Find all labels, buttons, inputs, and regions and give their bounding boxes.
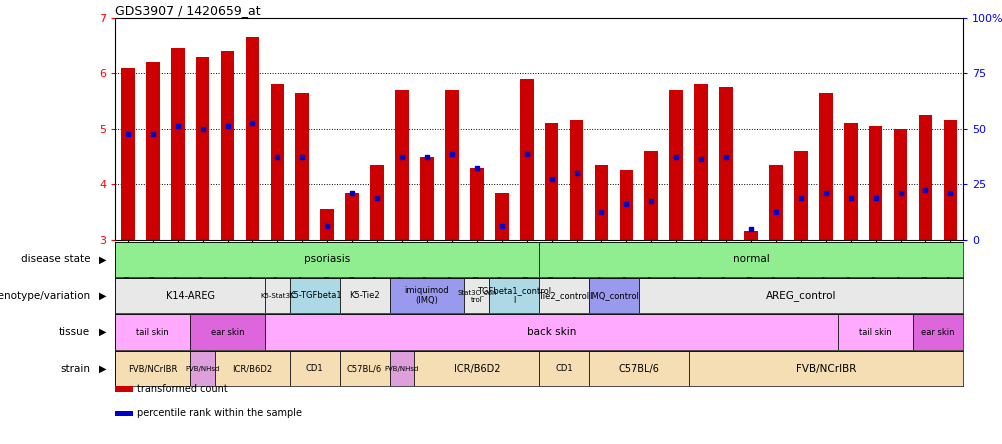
Bar	[370, 165, 384, 240]
Bar	[290, 351, 340, 386]
Text: FVB/NCrIBR: FVB/NCrIBR	[128, 364, 177, 373]
Text: ▶: ▶	[98, 364, 106, 373]
Text: K5-Stat3C: K5-Stat3C	[260, 293, 295, 299]
Text: TGFbeta1_control
l: TGFbeta1_control l	[477, 286, 551, 305]
Bar	[115, 242, 539, 277]
Bar	[638, 278, 962, 313]
Bar	[588, 351, 688, 386]
Bar	[539, 351, 588, 386]
Bar	[340, 278, 389, 313]
Bar	[838, 314, 912, 350]
Bar	[668, 90, 682, 240]
Bar	[519, 79, 533, 240]
Text: genotype/variation: genotype/variation	[0, 291, 90, 301]
Text: ICR/B6D2: ICR/B6D2	[232, 364, 273, 373]
Bar	[320, 209, 334, 240]
Bar	[489, 278, 539, 313]
Bar	[794, 151, 807, 240]
Text: imiquimod
(IMQ): imiquimod (IMQ)	[404, 286, 449, 305]
Bar	[190, 314, 265, 350]
Bar	[818, 93, 832, 240]
Bar	[718, 87, 732, 240]
Text: psoriasis: psoriasis	[304, 254, 350, 264]
Text: ear skin: ear skin	[210, 328, 244, 337]
Text: ▶: ▶	[98, 254, 106, 264]
Text: IMQ_control: IMQ_control	[588, 291, 638, 300]
Bar	[290, 278, 340, 313]
Text: ICR/B6D2: ICR/B6D2	[453, 364, 500, 373]
Bar	[115, 314, 190, 350]
Text: CD1: CD1	[306, 364, 324, 373]
Bar	[145, 62, 159, 240]
Bar	[743, 231, 758, 240]
Bar	[214, 351, 290, 386]
Bar	[588, 278, 638, 313]
Bar	[190, 351, 214, 386]
Bar	[115, 278, 265, 313]
Text: FVB/NHsd: FVB/NHsd	[185, 365, 219, 372]
Bar	[345, 193, 359, 240]
Bar	[539, 278, 588, 313]
Text: C57BL/6: C57BL/6	[618, 364, 658, 373]
Bar	[420, 157, 433, 240]
Text: ear skin: ear skin	[920, 328, 954, 337]
Bar	[918, 115, 932, 240]
Bar	[115, 351, 190, 386]
Bar	[594, 165, 607, 240]
Text: back skin: back skin	[526, 327, 576, 337]
Bar	[265, 314, 838, 350]
Text: GDS3907 / 1420659_at: GDS3907 / 1420659_at	[115, 4, 261, 16]
Bar	[470, 168, 483, 240]
Bar	[395, 90, 409, 240]
Bar	[170, 48, 184, 240]
Bar	[843, 123, 857, 240]
Text: transformed count: transformed count	[137, 384, 227, 394]
Bar	[195, 57, 209, 240]
Bar	[271, 84, 284, 240]
Bar	[893, 129, 907, 240]
Bar	[688, 351, 962, 386]
Bar	[220, 51, 234, 240]
Bar	[569, 120, 583, 240]
Text: normal: normal	[731, 254, 769, 264]
Bar	[464, 278, 489, 313]
Bar	[769, 165, 782, 240]
Bar	[868, 126, 882, 240]
Text: tissue: tissue	[59, 327, 90, 337]
Bar	[265, 278, 290, 313]
Text: K5-Tie2: K5-Tie2	[349, 291, 380, 300]
Bar	[544, 123, 558, 240]
Text: K5-TGFbeta1: K5-TGFbeta1	[288, 291, 342, 300]
Text: percentile rank within the sample: percentile rank within the sample	[137, 408, 303, 418]
Bar	[389, 278, 464, 313]
Bar	[389, 351, 414, 386]
Text: AREG_control: AREG_control	[765, 290, 836, 301]
Bar	[644, 151, 657, 240]
Text: ▶: ▶	[98, 291, 106, 301]
Text: C57BL/6: C57BL/6	[347, 364, 382, 373]
Text: tail skin: tail skin	[859, 328, 891, 337]
Bar	[539, 242, 962, 277]
Bar	[445, 90, 458, 240]
Text: Tie2_control: Tie2_control	[538, 291, 589, 300]
Bar	[693, 84, 707, 240]
Text: disease state: disease state	[21, 254, 90, 264]
Text: FVB/NHsd: FVB/NHsd	[385, 365, 419, 372]
Bar	[414, 351, 538, 386]
Text: ▶: ▶	[98, 327, 106, 337]
Text: FVB/NCrIBR: FVB/NCrIBR	[795, 364, 855, 373]
Bar	[340, 351, 389, 386]
Text: CD1: CD1	[555, 364, 572, 373]
Text: strain: strain	[60, 364, 90, 373]
Bar	[121, 68, 134, 240]
Bar	[912, 314, 962, 350]
Bar	[943, 120, 956, 240]
Bar	[296, 93, 309, 240]
Text: K14-AREG: K14-AREG	[165, 291, 214, 301]
Bar	[494, 193, 508, 240]
Text: tail skin: tail skin	[136, 328, 169, 337]
Text: Stat3C_con
trol: Stat3C_con trol	[457, 289, 496, 302]
Bar	[245, 37, 260, 240]
Bar	[619, 170, 632, 240]
